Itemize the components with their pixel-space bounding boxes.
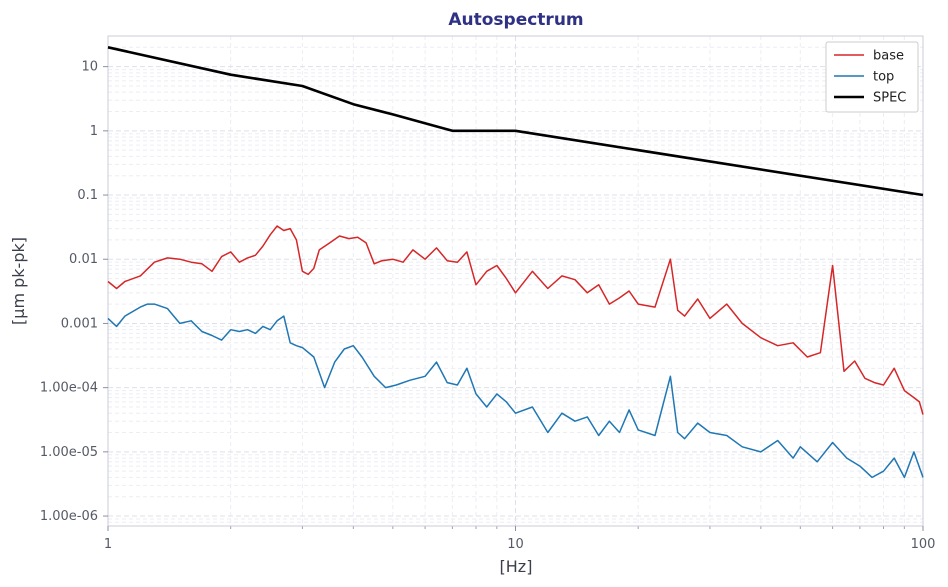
series-line-spec [107,46,924,197]
series-line-top [107,303,924,479]
y-tick-label: 1.00e-04 [40,381,98,396]
chart-title: Autospectrum [448,10,583,30]
legend-label-spec: SPEC [873,91,906,106]
x-tick-label: 1 [104,537,112,552]
y-tick-label: 10 [81,60,98,75]
y-tick-label: 0.1 [77,188,98,203]
x-axis-label: [Hz] [500,557,533,576]
legend-label-top: top [873,70,894,85]
x-tick-label: 100 [911,537,936,552]
x-tick-label: 10 [507,537,524,552]
legend: base top SPEC [825,41,919,113]
y-tick-label: 1 [90,124,98,139]
y-axis-ticks: 10 1 0.1 0.01 0.001 1.00e-04 1.00e-05 1.00e-06 [40,60,108,524]
series-line-base [107,225,924,415]
y-tick-label: 1.00e-06 [40,509,98,524]
y-axis-label: [µm pk-pk] [9,237,28,325]
y-tick-label: 0.01 [69,252,98,267]
y-tick-label: 1.00e-05 [40,445,98,460]
series-layer [107,46,924,479]
legend-box [825,41,919,113]
y-tick-label: 0.001 [61,316,98,331]
x-axis-ticks: 1 10 100 [104,526,936,552]
legend-label-base: base [873,49,904,64]
